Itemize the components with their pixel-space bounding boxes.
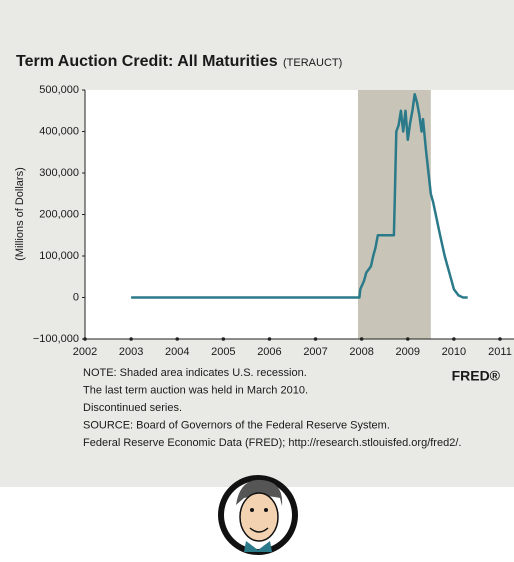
- y-tick-label: 500,000: [39, 84, 79, 96]
- x-tick: [359, 337, 364, 341]
- y-tick-label: 300,000: [39, 167, 79, 179]
- logo: [218, 475, 298, 555]
- x-tick-label: 2004: [165, 346, 189, 358]
- note-line: Federal Reserve Economic Data (FRED); ht…: [83, 437, 461, 449]
- chart-title: Term Auction Credit: All Maturities: [16, 53, 278, 70]
- y-tick-label: −100,000: [33, 333, 79, 345]
- x-tick: [452, 337, 456, 341]
- y-tick-label: 0: [73, 291, 79, 303]
- x-tick: [221, 337, 226, 341]
- x-tick-label: 2007: [303, 346, 327, 358]
- x-tick: [175, 337, 180, 341]
- y-tick-label: 100,000: [39, 250, 79, 262]
- x-tick-label: 2003: [119, 346, 143, 358]
- y-tick-label: 400,000: [39, 125, 79, 137]
- x-tick: [83, 337, 87, 341]
- brand: FRED®: [452, 368, 501, 384]
- note-line: The last term auction was held in March …: [83, 384, 308, 396]
- x-tick-label: 2010: [442, 346, 466, 358]
- x-tick: [129, 337, 133, 341]
- x-tick-label: 2002: [73, 346, 97, 358]
- x-tick-label: 2008: [349, 346, 373, 358]
- data-line: [131, 92, 468, 299]
- y-axis-label: (Millions of Dollars): [14, 167, 26, 261]
- x-tick: [498, 337, 502, 341]
- plot-area: [85, 90, 514, 339]
- x-tick: [405, 337, 410, 341]
- series-id: (TERAUCT): [283, 57, 342, 69]
- y-tick-label: 200,000: [39, 208, 79, 220]
- note-line: Discontinued series.: [83, 402, 182, 414]
- x-tick-label: 2005: [211, 346, 235, 358]
- x-tick: [267, 337, 272, 341]
- x-tick-label: 2006: [257, 346, 281, 358]
- x-tick: [313, 337, 318, 341]
- x-tick-label: 2009: [396, 346, 420, 358]
- x-tick-label: 2011: [488, 346, 512, 358]
- note-line: SOURCE: Board of Governors of the Federa…: [83, 419, 390, 431]
- note-line: NOTE: Shaded area indicates U.S. recessi…: [83, 367, 307, 379]
